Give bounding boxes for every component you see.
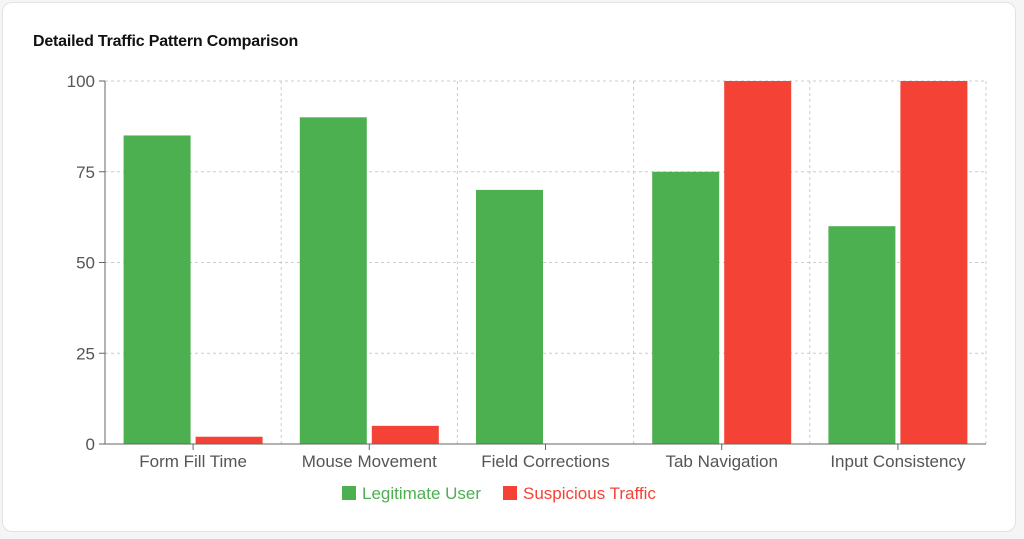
legend: Legitimate User Suspicious Traffic <box>342 484 656 503</box>
bar-suspicious-tab-navigation <box>724 81 792 444</box>
bar-legitimate-mouse-movement <box>299 117 367 445</box>
bar-suspicious-form-fill-time <box>195 436 263 444</box>
x-tick-label: Tab Navigation <box>665 452 777 471</box>
bar-suspicious-mouse-movement <box>371 425 439 444</box>
x-tick-label: Field Corrections <box>481 452 610 471</box>
bar-legitimate-form-fill-time <box>123 135 191 444</box>
bars <box>123 81 968 445</box>
chart-title: Detailed Traffic Pattern Comparison <box>33 33 299 50</box>
y-tick-label: 0 <box>86 435 95 454</box>
x-tick-label: Mouse Movement <box>302 452 437 471</box>
legend-swatch-suspicious <box>503 486 517 500</box>
y-tick-label: 75 <box>76 163 95 182</box>
grid-lines <box>105 80 987 444</box>
bar-legitimate-input-consistency <box>828 226 896 444</box>
legend-label-suspicious: Suspicious Traffic <box>523 484 656 503</box>
y-tick-label: 50 <box>76 254 95 273</box>
x-tick-label: Input Consistency <box>830 452 966 471</box>
y-tick-label: 25 <box>76 344 95 363</box>
y-tick-label: 100 <box>67 72 95 91</box>
axes: Form Fill Time Mouse Movement Field Correc… <box>67 72 986 471</box>
legend-swatch-legitimate <box>342 486 356 500</box>
bar-suspicious-input-consistency <box>900 81 968 444</box>
x-tick-label: Form Fill Time <box>139 452 247 471</box>
bar-legitimate-tab-navigation <box>652 171 720 444</box>
legend-label-legitimate: Legitimate User <box>362 484 481 503</box>
bar-legitimate-field-corrections <box>476 189 543 444</box>
